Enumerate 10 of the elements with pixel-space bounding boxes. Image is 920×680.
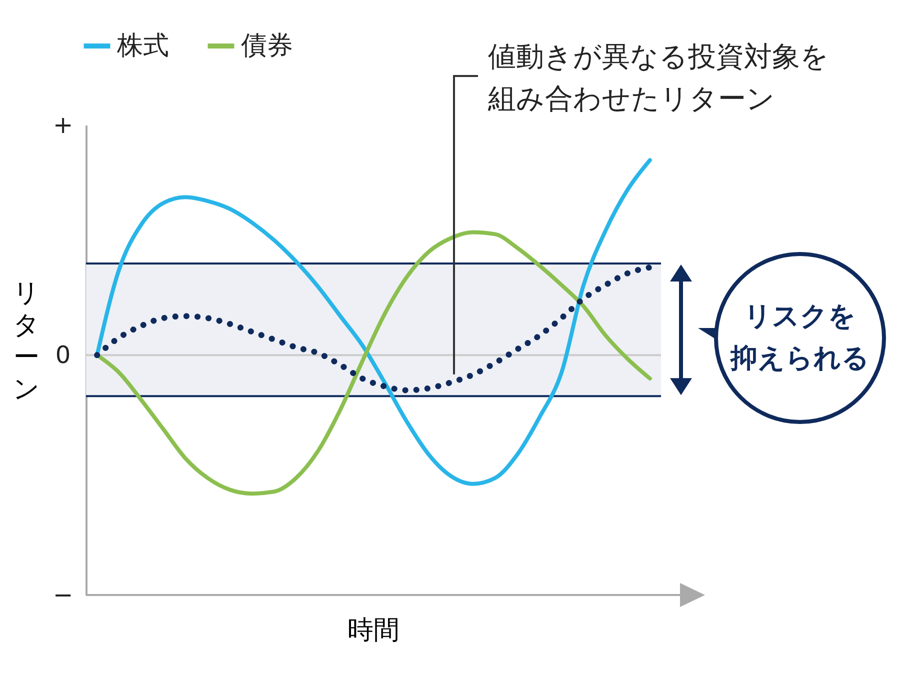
y-axis-title: リターン bbox=[13, 278, 40, 404]
x-axis-title: 時間 bbox=[348, 616, 400, 646]
legend-label: 株式 bbox=[116, 31, 169, 61]
text: 値動きが異なる投資対象を組み合わせたリターン bbox=[488, 39, 830, 117]
text: 0 bbox=[54, 340, 72, 372]
text: 抑えられる bbox=[728, 342, 870, 376]
legend-label: 債券 bbox=[241, 31, 293, 61]
text: + bbox=[52, 110, 74, 141]
text: − bbox=[52, 580, 74, 611]
text: リスクを bbox=[743, 300, 857, 334]
